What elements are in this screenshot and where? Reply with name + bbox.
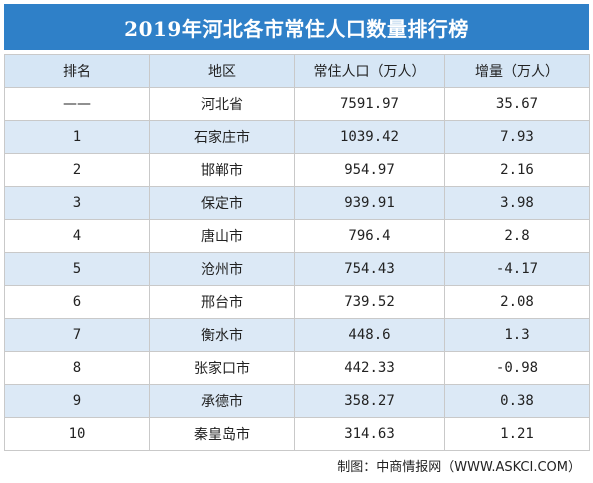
cell-increase: 1.3 — [444, 318, 590, 352]
cell-increase: 3.98 — [444, 186, 590, 220]
cell-population: 939.91 — [294, 186, 445, 220]
cell-rank: 7 — [4, 318, 150, 352]
cell-population: 314.63 — [294, 417, 445, 451]
population-table: 排名 地区 常住人口（万人） 增量（万人） —— 河北省 7591.97 35.… — [4, 54, 590, 451]
header-region: 地区 — [149, 54, 295, 88]
cell-population: 754.43 — [294, 252, 445, 286]
cell-rank: 4 — [4, 219, 150, 253]
cell-region: 沧州市 — [149, 252, 295, 286]
cell-rank: 10 — [4, 417, 150, 451]
cell-rank: 3 — [4, 186, 150, 220]
table-row: 5 沧州市 754.43 -4.17 — [4, 252, 590, 286]
cell-region: 保定市 — [149, 186, 295, 220]
cell-population: 442.33 — [294, 351, 445, 385]
cell-region: 河北省 — [149, 87, 295, 121]
cell-population: 1039.42 — [294, 120, 445, 154]
header-rank: 排名 — [4, 54, 150, 88]
table-row: 4 唐山市 796.4 2.8 — [4, 219, 590, 253]
cell-rank: 6 — [4, 285, 150, 319]
cell-rank: 2 — [4, 153, 150, 187]
table-row: 3 保定市 939.91 3.98 — [4, 186, 590, 220]
cell-region: 承德市 — [149, 384, 295, 418]
cell-increase: -4.17 — [444, 252, 590, 286]
cell-rank: 5 — [4, 252, 150, 286]
cell-region: 邢台市 — [149, 285, 295, 319]
table-row: 10 秦皇岛市 314.63 1.21 — [4, 417, 590, 451]
cell-rank: 1 — [4, 120, 150, 154]
cell-population: 358.27 — [294, 384, 445, 418]
cell-region: 石家庄市 — [149, 120, 295, 154]
table-row: 6 邢台市 739.52 2.08 — [4, 285, 590, 319]
cell-rank: —— — [4, 87, 150, 121]
header-increase: 增量（万人） — [444, 54, 590, 88]
table-row: —— 河北省 7591.97 35.67 — [4, 87, 590, 121]
cell-increase: 2.08 — [444, 285, 590, 319]
cell-population: 448.6 — [294, 318, 445, 352]
table-row: 2 邯郸市 954.97 2.16 — [4, 153, 590, 187]
cell-increase: -0.98 — [444, 351, 590, 385]
cell-increase: 7.93 — [444, 120, 590, 154]
page-title: 2019年河北各市常住人口数量排行榜 — [4, 4, 589, 50]
cell-population: 7591.97 — [294, 87, 445, 121]
cell-population: 796.4 — [294, 219, 445, 253]
table-row: 1 石家庄市 1039.42 7.93 — [4, 120, 590, 154]
table-row: 8 张家口市 442.33 -0.98 — [4, 351, 590, 385]
cell-region: 邯郸市 — [149, 153, 295, 187]
cell-rank: 8 — [4, 351, 150, 385]
cell-rank: 9 — [4, 384, 150, 418]
cell-region: 衡水市 — [149, 318, 295, 352]
cell-population: 739.52 — [294, 285, 445, 319]
source-credit: 制图：中商情报网（WWW.ASKCI.COM） — [337, 459, 581, 475]
cell-region: 唐山市 — [149, 219, 295, 253]
cell-increase: 2.8 — [444, 219, 590, 253]
table-row: 7 衡水市 448.6 1.3 — [4, 318, 590, 352]
cell-region: 秦皇岛市 — [149, 417, 295, 451]
cell-increase: 1.21 — [444, 417, 590, 451]
table-row: 9 承德市 358.27 0.38 — [4, 384, 590, 418]
cell-population: 954.97 — [294, 153, 445, 187]
header-population: 常住人口（万人） — [294, 54, 445, 88]
cell-increase: 0.38 — [444, 384, 590, 418]
cell-increase: 35.67 — [444, 87, 590, 121]
table-header-row: 排名 地区 常住人口（万人） 增量（万人） — [4, 54, 590, 88]
cell-increase: 2.16 — [444, 153, 590, 187]
cell-region: 张家口市 — [149, 351, 295, 385]
